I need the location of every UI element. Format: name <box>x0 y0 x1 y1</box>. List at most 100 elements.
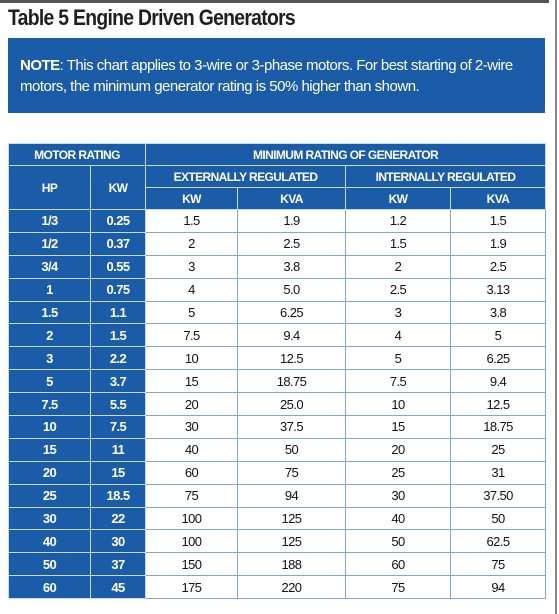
rating-cell: 125 <box>237 506 346 531</box>
motor-cell: 1.1 <box>90 300 146 325</box>
rating-cell: 7.5 <box>145 323 238 348</box>
rating-cell: 2.5 <box>450 254 546 279</box>
rating-cell: 10 <box>345 392 451 417</box>
motor-cell: 0.55 <box>90 254 146 279</box>
table-row: 7.5 5.5 20 25.0 10 12.5 <box>8 392 546 417</box>
rating-cell: 18.75 <box>450 415 546 439</box>
motor-cell: 11 <box>90 437 146 462</box>
rating-cell: 31 <box>450 460 546 485</box>
rating-cell: 50 <box>345 529 451 554</box>
table-row: 10 7.5 30 37.5 15 18.75 <box>8 415 546 439</box>
rating-cell: 18.75 <box>237 369 346 394</box>
column-header: KW <box>345 187 451 210</box>
table-row: 5 3.7 15 18.75 7.5 9.4 <box>8 369 546 394</box>
rating-cell: 20 <box>345 437 451 462</box>
table-row: 1 0.75 4 5.0 2.5 3.13 <box>8 277 546 302</box>
rating-cell: 94 <box>450 575 546 600</box>
rating-cell: 30 <box>145 415 238 439</box>
motor-cell: 15 <box>8 437 91 462</box>
motor-cell: 50 <box>8 552 91 577</box>
table-row: 20 15 60 75 25 31 <box>8 460 546 485</box>
motor-cell: 0.75 <box>90 277 146 302</box>
rating-cell: 75 <box>450 552 546 577</box>
rating-cell: 37.50 <box>450 483 546 508</box>
motor-cell: 15 <box>90 460 146 485</box>
motor-cell: 25 <box>8 483 91 508</box>
rating-cell: 9.4 <box>237 323 346 348</box>
rating-cell: 60 <box>345 552 451 577</box>
rating-cell: 40 <box>345 506 451 531</box>
group-header: MINIMUM RATING OF GENERATOR <box>145 143 546 166</box>
rating-cell: 62.5 <box>450 529 546 554</box>
column-header: KVA <box>450 187 546 210</box>
rating-cell: 5.0 <box>237 277 346 302</box>
motor-cell: 0.37 <box>90 231 146 256</box>
table-row: 2 1.5 7.5 9.4 4 5 <box>8 323 546 348</box>
rating-cell: 1.5 <box>450 209 546 233</box>
rating-cell: 75 <box>345 575 451 600</box>
column-header: KVA <box>237 187 346 210</box>
rating-cell: 25 <box>345 460 451 485</box>
rating-cell: 6.25 <box>450 346 546 371</box>
motor-cell: 18.5 <box>90 483 146 508</box>
rating-cell: 7.5 <box>345 369 451 394</box>
rating-cell: 25 <box>450 437 546 462</box>
rating-cell: 30 <box>345 483 451 508</box>
motor-cell: 1 <box>8 277 91 302</box>
motor-cell: 5 <box>8 369 91 394</box>
motor-cell: 30 <box>90 529 146 554</box>
motor-cell: 60 <box>8 575 91 600</box>
table-row: 60 45 175 220 75 94 <box>8 575 546 600</box>
motor-cell: 45 <box>90 575 146 600</box>
motor-cell: 3/4 <box>8 254 91 279</box>
motor-cell: 30 <box>8 506 91 531</box>
rating-cell: 75 <box>237 460 346 485</box>
rating-cell: 125 <box>237 529 346 554</box>
table-row: 15 11 40 50 20 25 <box>8 437 546 462</box>
motor-cell: 5.5 <box>90 392 146 417</box>
header-row: HP KW EXTERNALLY REGULATED INTERNALLY RE… <box>8 165 546 210</box>
motor-cell: 3 <box>8 346 91 371</box>
note-box: NOTE: This chart applies to 3-wire or 3-… <box>8 38 545 113</box>
rating-cell: 1.9 <box>450 231 546 256</box>
sub-header: EXTERNALLY REGULATED <box>145 165 346 188</box>
table-row: 1.5 1.1 5 6.25 3 3.8 <box>8 300 546 325</box>
rating-cell: 100 <box>145 506 238 531</box>
right-rule <box>549 0 559 614</box>
header-row: MOTOR RATING MINIMUM RATING OF GENERATOR <box>8 143 546 166</box>
rating-cell: 1.5 <box>145 209 238 233</box>
rating-cell: 3.13 <box>450 277 546 302</box>
motor-cell: 3.7 <box>90 369 146 394</box>
rating-cell: 2.5 <box>345 277 451 302</box>
column-header: KW <box>145 187 238 210</box>
header-row: KW KVA KW KVA <box>9 187 546 210</box>
title: Table 5 Engine Driven Generators <box>8 5 296 30</box>
rating-cell: 10 <box>145 346 238 371</box>
table-row: 3 2.2 10 12.5 5 6.25 <box>8 346 546 371</box>
rating-cell: 175 <box>145 575 238 600</box>
motor-cell: 2 <box>8 323 91 348</box>
rating-cell: 25.0 <box>237 392 346 417</box>
rating-cell: 100 <box>145 529 238 554</box>
table-row: 30 22 100 125 40 50 <box>8 506 546 531</box>
rating-cell: 50 <box>237 437 346 462</box>
rating-cell: 188 <box>237 552 346 577</box>
rating-cell: 94 <box>237 483 346 508</box>
table-body: 1/3 0.25 1.5 1.9 1.2 1.5 1/2 0.37 2 2.5 1.5 1.9 3/4 0… <box>8 209 546 600</box>
rating-cell: 1.5 <box>345 231 451 256</box>
table-row: 25 18.5 75 94 30 37.50 <box>8 483 546 508</box>
rating-cell: 3.8 <box>237 254 346 279</box>
rating-cell: 12.5 <box>450 392 546 417</box>
motor-header: KW <box>90 165 146 210</box>
motor-cell: 37 <box>90 552 146 577</box>
rating-cell: 50 <box>450 506 546 531</box>
rating-cell: 37.5 <box>237 415 346 439</box>
rating-cell: 4 <box>345 323 451 348</box>
motor-cell: 22 <box>90 506 146 531</box>
rating-cell: 20 <box>145 392 238 417</box>
rating-cell: 12.5 <box>237 346 346 371</box>
sub-header: INTERNALLY REGULATED <box>345 165 546 188</box>
note-text: : This chart applies to 3-wire or 3-phas… <box>20 57 513 95</box>
motor-cell: 1/2 <box>8 231 91 256</box>
